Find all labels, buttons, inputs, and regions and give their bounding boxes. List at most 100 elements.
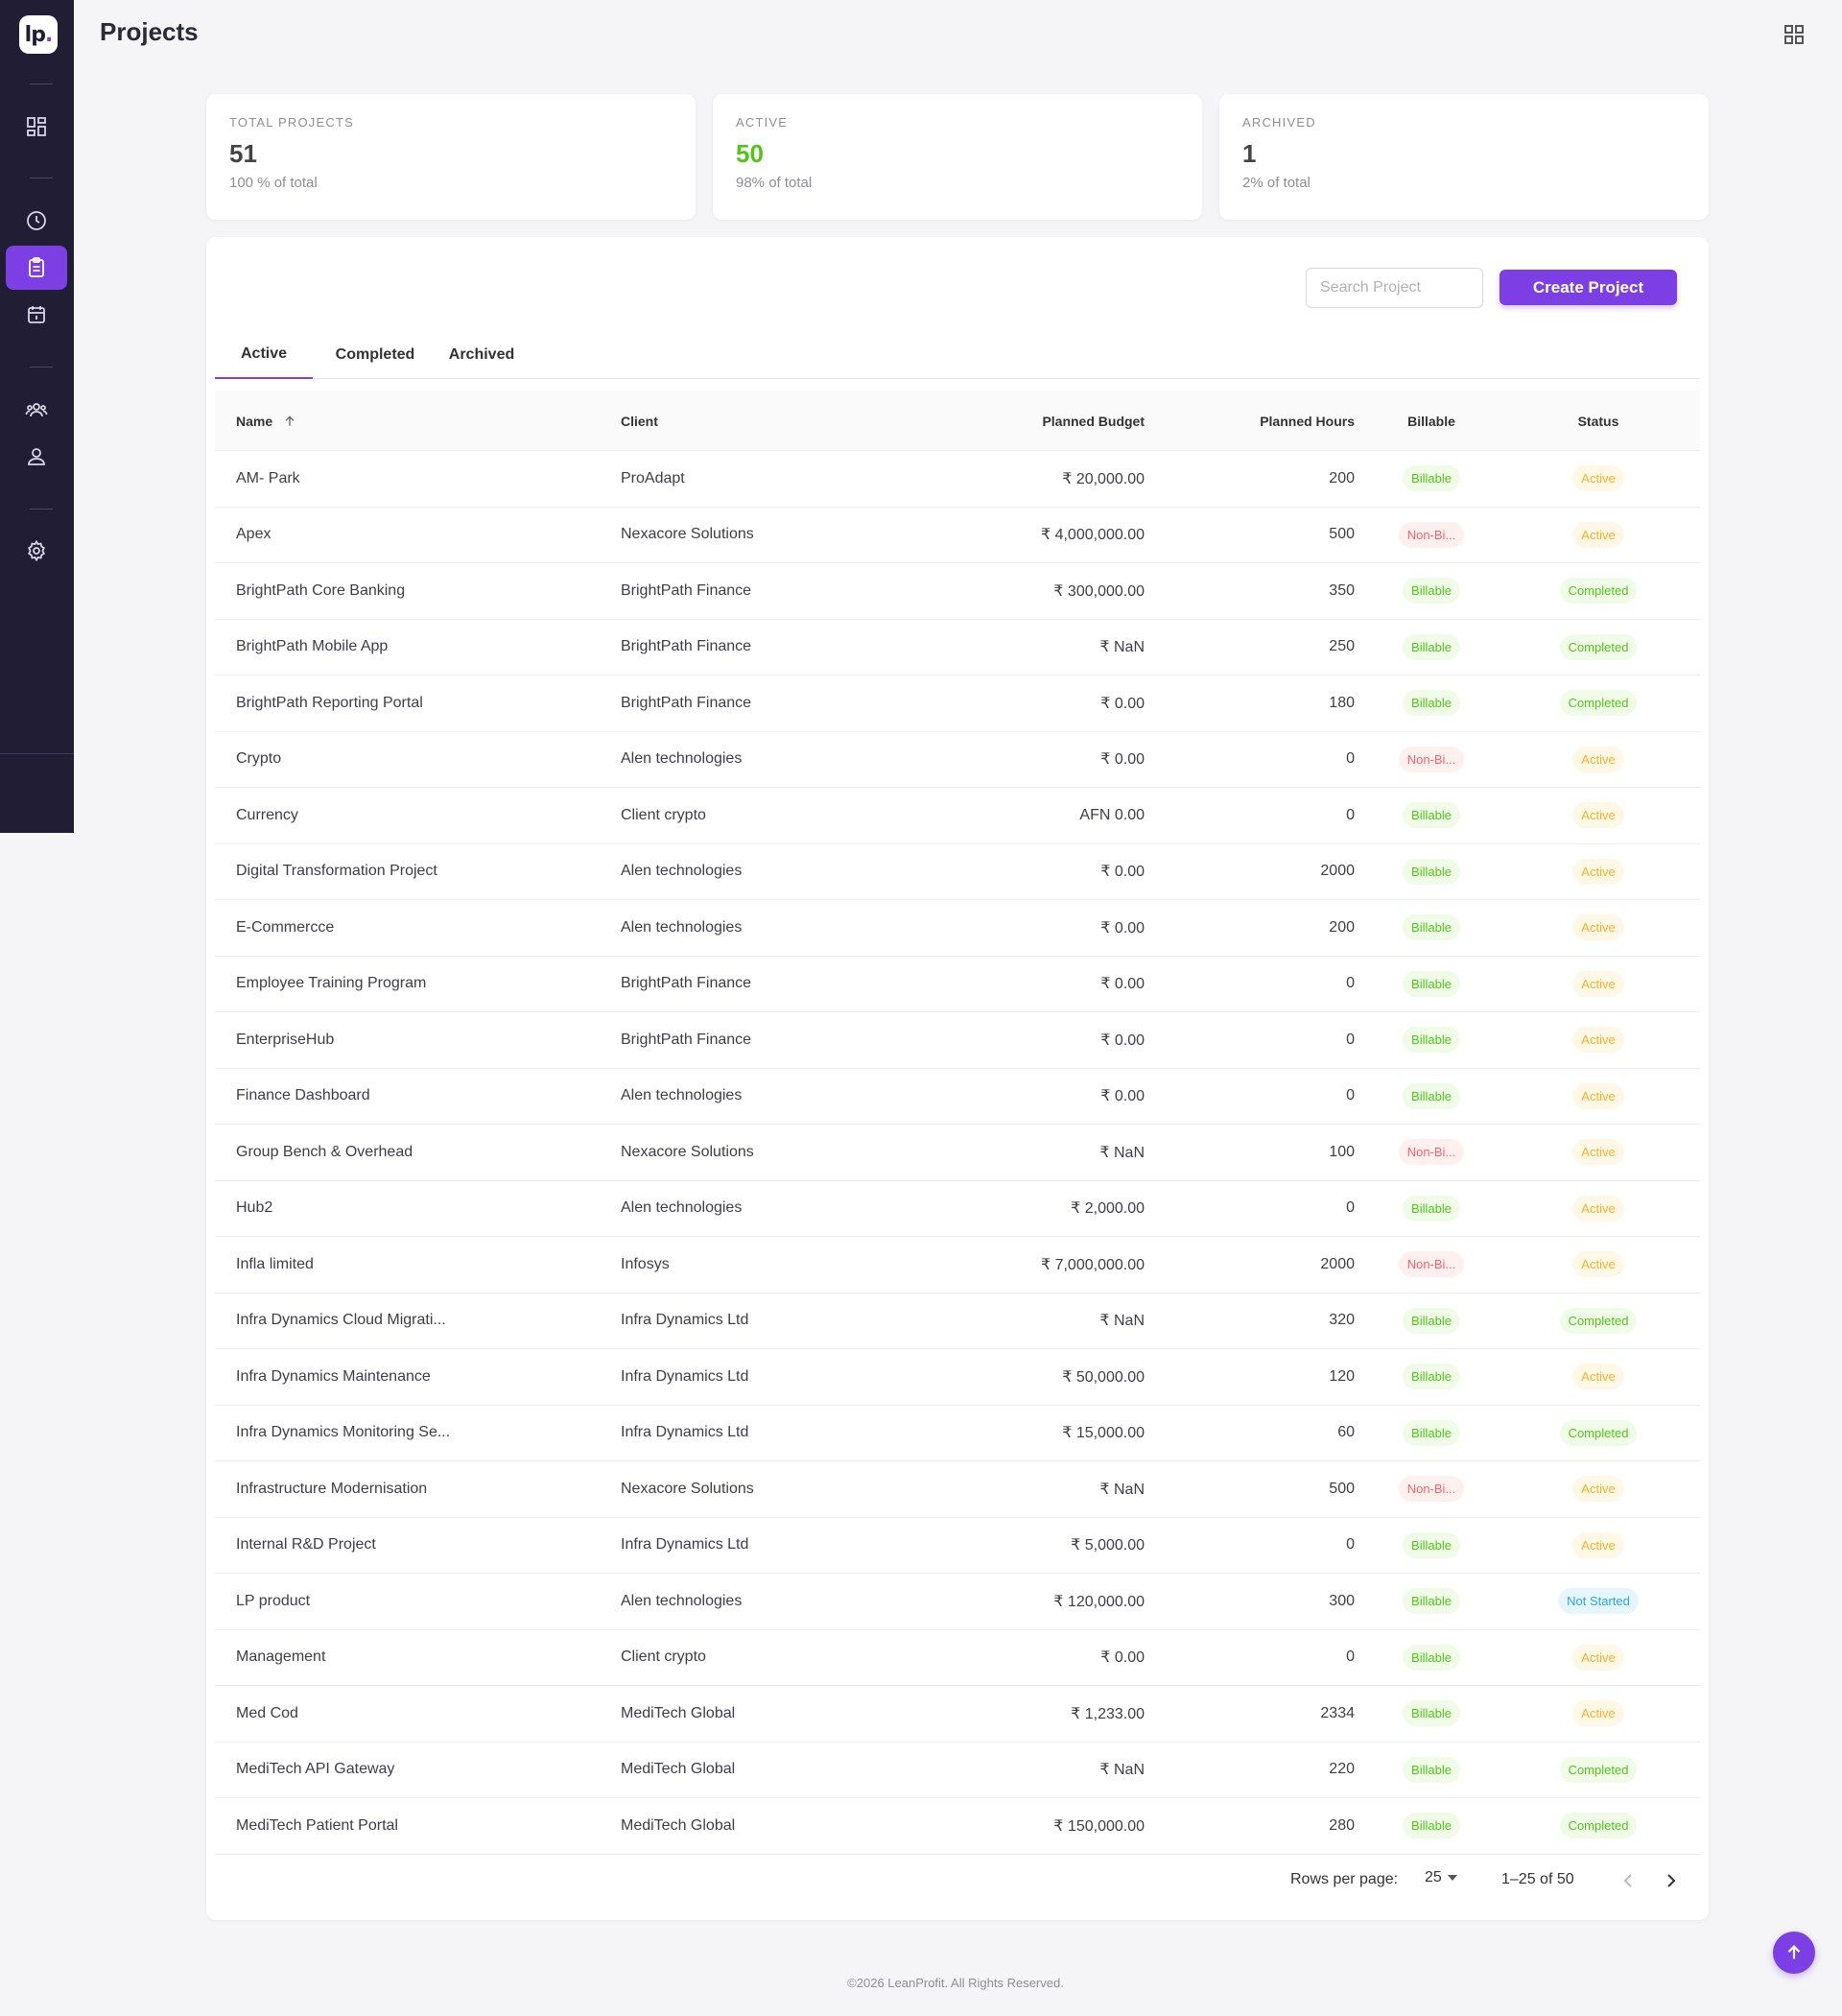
stat-label: TOTAL PROJECTS <box>229 115 354 130</box>
table-row[interactable]: Management Client crypto ₹ 0.00 0 Billable Ac… <box>215 1630 1700 1686</box>
column-header-name[interactable]: Name <box>236 391 297 451</box>
planned-budget: ₹ 300,000.00 <box>1053 582 1145 600</box>
project-name[interactable]: Group Bench & Overhead <box>236 1143 413 1160</box>
planned-hours: 0 <box>1346 1536 1355 1554</box>
table-row[interactable]: Currency Client crypto AFN 0.00 0 Billable Ac… <box>215 788 1700 844</box>
planned-hours: 500 <box>1329 526 1355 543</box>
table-row[interactable]: Group Bench & Overhead Nexacore Solutions… <box>215 1125 1700 1181</box>
table-row[interactable]: AM- Park ProAdapt ₹ 20,000.00 200 Billable Ac… <box>215 451 1700 508</box>
table-row[interactable]: LP product Alen technologies ₹ 120,000.00 3… <box>215 1574 1700 1630</box>
project-name[interactable]: BrightPath Mobile App <box>236 638 389 655</box>
app-logo[interactable]: lp. <box>19 15 58 54</box>
table-row[interactable]: Infra Dynamics Cloud Migrati... Infra Dyn… <box>215 1293 1700 1349</box>
billable-badge: Billable <box>1403 578 1460 605</box>
project-name[interactable]: Apex <box>236 526 272 543</box>
project-name[interactable]: BrightPath Reporting Portal <box>236 694 423 711</box>
project-name[interactable]: Management <box>236 1648 326 1666</box>
project-name[interactable]: BrightPath Core Banking <box>236 581 406 599</box>
table-row[interactable]: Hub2 Alen technologies ₹ 2,000.00 0 Billable… <box>215 1181 1700 1237</box>
tab-archived[interactable]: Archived <box>448 346 515 363</box>
sidebar-item-time[interactable] <box>6 199 67 243</box>
create-project-button[interactable]: Create Project <box>1500 270 1677 305</box>
table-row[interactable]: Infla limited Infosys ₹ 7,000,000.00 2000 No… <box>215 1237 1700 1293</box>
next-page-button[interactable] <box>1660 1869 1683 1892</box>
sidebar-item-team[interactable] <box>6 388 67 432</box>
table-row[interactable]: Digital Transformation Project Alen techn… <box>215 844 1700 900</box>
project-name[interactable]: Infla limited <box>236 1255 314 1272</box>
client-name: Infosys <box>621 1255 670 1272</box>
project-name[interactable]: Infra Dynamics Cloud Migrati... <box>236 1312 446 1329</box>
billable-badge: Billable <box>1403 914 1460 941</box>
table-row[interactable]: Infrastructure Modernisation Nexacore Sol… <box>215 1461 1700 1518</box>
table-row[interactable]: Crypto Alen technologies ₹ 0.00 0 Non-Bi... A… <box>215 732 1700 788</box>
sidebar-item-projects[interactable] <box>6 246 67 290</box>
table-row[interactable]: E-Commercce Alen technologies ₹ 0.00 200 Bil… <box>215 900 1700 957</box>
sidebar-item-calendar[interactable] <box>6 293 67 337</box>
table-row[interactable]: BrightPath Mobile App BrightPath Finance ₹… <box>215 620 1700 676</box>
column-header-budget[interactable]: Planned Budget <box>1042 413 1145 429</box>
billable-badge: Billable <box>1403 1364 1460 1390</box>
stat-subtext: 2% of total <box>1242 175 1311 191</box>
status-badge: Completed <box>1559 1756 1638 1783</box>
project-name[interactable]: Digital Transformation Project <box>236 863 437 880</box>
tab-completed[interactable]: Completed <box>335 346 415 363</box>
project-name[interactable]: Employee Training Program <box>236 975 427 992</box>
column-header-status[interactable]: Status <box>1577 413 1619 429</box>
project-name[interactable]: AM- Park <box>236 469 300 486</box>
table-row[interactable]: EnterpriseHub BrightPath Finance ₹ 0.00 0 Bi… <box>215 1012 1700 1069</box>
billable-cell: Billable <box>1393 1798 1470 1854</box>
sidebar-item-settings[interactable] <box>6 529 67 573</box>
project-name[interactable]: Infrastructure Modernisation <box>236 1480 428 1497</box>
scroll-to-top-button[interactable] <box>1773 1932 1815 1974</box>
project-name[interactable]: MediTech API Gateway <box>236 1761 395 1778</box>
status-cell: Completed <box>1531 1798 1665 1854</box>
column-header-hours[interactable]: Planned Hours <box>1260 413 1355 429</box>
table-row[interactable]: Finance Dashboard Alen technologies ₹ 0.00… <box>215 1069 1700 1125</box>
status-badge: Completed <box>1559 633 1638 660</box>
project-name[interactable]: Internal R&D Project <box>236 1536 376 1554</box>
sidebar-item-user[interactable] <box>6 435 67 479</box>
project-name[interactable]: Med Cod <box>236 1704 298 1721</box>
table-row[interactable]: BrightPath Reporting Portal BrightPath Fi… <box>215 676 1700 732</box>
client-name: Alen technologies <box>621 1087 743 1104</box>
planned-hours: 350 <box>1329 581 1355 599</box>
apps-grid-button[interactable] <box>1783 23 1806 46</box>
planned-hours: 2000 <box>1320 863 1355 880</box>
table-row[interactable]: Apex Nexacore Solutions ₹ 4,000,000.00 500 N… <box>215 508 1700 563</box>
billable-badge: Billable <box>1403 802 1460 829</box>
billable-badge: Billable <box>1403 690 1460 717</box>
project-name[interactable]: MediTech Patient Portal <box>236 1816 398 1834</box>
project-name[interactable]: Infra Dynamics Monitoring Se... <box>236 1424 451 1441</box>
project-name[interactable]: EnterpriseHub <box>236 1031 335 1048</box>
billable-cell: Billable <box>1393 1686 1470 1742</box>
project-name[interactable]: Finance Dashboard <box>236 1087 370 1104</box>
table-row[interactable]: MediTech API Gateway MediTech Global ₹ NaN… <box>215 1743 1700 1798</box>
pagination-range: 1–25 of 50 <box>1501 1871 1574 1887</box>
billable-badge: Non-Bi... <box>1398 746 1465 772</box>
project-name[interactable]: Crypto <box>236 750 282 768</box>
column-header-client[interactable]: Client <box>621 413 658 429</box>
status-badge: Active <box>1572 1139 1624 1166</box>
project-name[interactable]: E-Commercce <box>236 918 335 936</box>
rows-per-page-select[interactable]: 25 <box>1425 1869 1457 1886</box>
table-row[interactable]: BrightPath Core Banking BrightPath Financ… <box>215 563 1700 620</box>
planned-budget: ₹ 0.00 <box>1100 864 1145 881</box>
project-name[interactable]: LP product <box>236 1592 311 1609</box>
project-name[interactable]: Infra Dynamics Maintenance <box>236 1367 431 1385</box>
sidebar-item-dashboard[interactable] <box>6 105 67 149</box>
tab-active[interactable]: Active <box>215 331 313 379</box>
project-name[interactable]: Currency <box>236 806 298 823</box>
status-badge: Active <box>1572 802 1624 829</box>
table-row[interactable]: Infra Dynamics Maintenance Infra Dynamics… <box>215 1349 1700 1406</box>
column-header-billable[interactable]: Billable <box>1407 413 1455 429</box>
table-row[interactable]: Employee Training Program BrightPath Fina… <box>215 957 1700 1012</box>
table-row[interactable]: Infra Dynamics Monitoring Se... Infra Dyn… <box>215 1406 1700 1461</box>
table-row[interactable]: MediTech Patient Portal MediTech Global ₹ … <box>215 1798 1700 1855</box>
table-row[interactable]: Med Cod MediTech Global ₹ 1,233.00 2334 Bill… <box>215 1686 1700 1743</box>
search-input[interactable] <box>1306 268 1483 308</box>
table-row[interactable]: Internal R&D Project Infra Dynamics Ltd ₹ … <box>215 1518 1700 1574</box>
prev-page-button[interactable] <box>1617 1869 1640 1892</box>
billable-cell: Billable <box>1393 1069 1470 1125</box>
project-name[interactable]: Hub2 <box>236 1199 273 1217</box>
planned-hours: 300 <box>1329 1592 1355 1609</box>
